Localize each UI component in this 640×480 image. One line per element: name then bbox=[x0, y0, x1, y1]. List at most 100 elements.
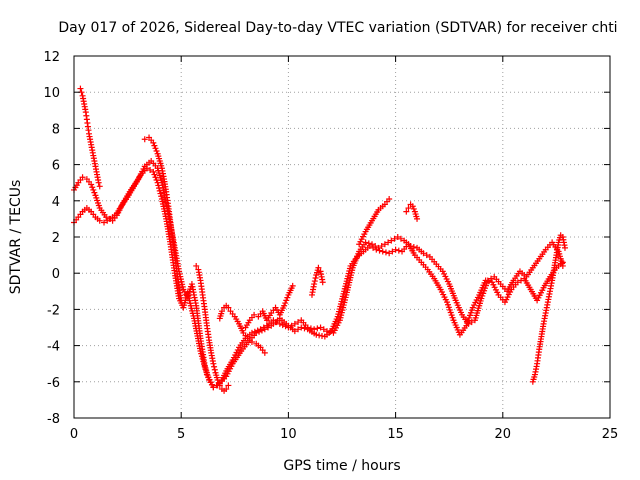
data-point bbox=[141, 136, 148, 143]
data-point bbox=[203, 368, 210, 375]
series-trace-i bbox=[356, 195, 393, 248]
data-point bbox=[90, 186, 97, 193]
data-point bbox=[561, 244, 568, 251]
data-point bbox=[295, 326, 302, 333]
data-point bbox=[214, 376, 221, 383]
data-point bbox=[314, 325, 321, 332]
series-trace-b bbox=[71, 165, 566, 391]
data-point bbox=[365, 240, 372, 247]
data-point bbox=[409, 203, 416, 210]
data-point bbox=[88, 181, 95, 188]
x-tick-label: 25 bbox=[602, 427, 619, 442]
series-trace-f bbox=[216, 302, 268, 356]
data-point bbox=[193, 262, 200, 269]
data-point bbox=[282, 300, 289, 307]
data-point bbox=[150, 168, 157, 175]
data-point bbox=[385, 239, 392, 246]
data-point bbox=[101, 219, 108, 226]
series-trace-h bbox=[308, 264, 326, 298]
data-point bbox=[223, 386, 230, 393]
data-point bbox=[381, 241, 388, 248]
series-trace-c bbox=[77, 85, 103, 190]
data-point bbox=[265, 324, 272, 331]
data-point bbox=[258, 327, 265, 334]
data-point bbox=[281, 302, 288, 309]
data-point bbox=[95, 179, 102, 186]
data-point bbox=[103, 214, 110, 221]
data-point bbox=[311, 281, 318, 288]
data-point bbox=[482, 277, 489, 284]
data-point bbox=[315, 264, 322, 271]
data-point bbox=[251, 311, 258, 318]
data-point bbox=[327, 329, 334, 336]
y-tick-label: -6 bbox=[47, 376, 60, 391]
data-point bbox=[559, 259, 566, 266]
data-point bbox=[313, 331, 320, 338]
x-tick-label: 20 bbox=[495, 427, 512, 442]
data-point bbox=[373, 246, 380, 253]
data-point bbox=[312, 275, 319, 282]
data-point bbox=[301, 325, 308, 332]
data-point bbox=[199, 355, 206, 362]
data-point bbox=[211, 366, 218, 373]
y-tick-label: 12 bbox=[43, 50, 60, 65]
y-tick-label: 4 bbox=[52, 195, 60, 210]
series-trace-d bbox=[141, 134, 185, 304]
data-point bbox=[155, 182, 162, 189]
data-point bbox=[318, 332, 325, 339]
data-point bbox=[386, 195, 393, 202]
data-point bbox=[295, 319, 302, 326]
data-point bbox=[210, 384, 217, 391]
data-point bbox=[414, 215, 421, 222]
y-tick-label: 2 bbox=[52, 231, 60, 246]
data-point bbox=[298, 324, 305, 331]
data-point bbox=[225, 382, 232, 389]
x-tick-label: 15 bbox=[387, 427, 404, 442]
data-point bbox=[152, 174, 159, 181]
data-point bbox=[152, 145, 159, 152]
data-point bbox=[392, 246, 399, 253]
data-point bbox=[198, 350, 205, 357]
data-point bbox=[514, 279, 521, 286]
data-point bbox=[403, 208, 410, 215]
data-point bbox=[289, 282, 296, 289]
data-point bbox=[378, 243, 385, 250]
grid bbox=[74, 56, 610, 418]
series-trace-k bbox=[529, 232, 568, 385]
data-point bbox=[225, 304, 232, 311]
data-point bbox=[283, 297, 290, 304]
data-point bbox=[376, 247, 383, 254]
data-point bbox=[388, 237, 395, 244]
data-point bbox=[153, 176, 160, 183]
data-point bbox=[316, 332, 323, 339]
data-point bbox=[366, 243, 373, 250]
y-tick-label: -4 bbox=[47, 340, 60, 355]
data-point bbox=[391, 235, 398, 242]
x-tick-label: 5 bbox=[177, 427, 185, 442]
data-point bbox=[215, 379, 222, 386]
data-point bbox=[104, 217, 111, 224]
data-point bbox=[156, 185, 163, 192]
y-tick-label: 6 bbox=[52, 159, 60, 174]
data-point bbox=[150, 139, 157, 146]
data-point bbox=[77, 85, 84, 92]
x-tick-label: 0 bbox=[70, 427, 78, 442]
data-point bbox=[151, 142, 158, 149]
data-point bbox=[202, 366, 209, 373]
data-point bbox=[198, 353, 205, 360]
data-point bbox=[248, 338, 255, 345]
series-trace-e bbox=[193, 262, 232, 394]
data-point bbox=[320, 326, 327, 333]
data-point bbox=[261, 349, 268, 356]
series-trace-g bbox=[242, 282, 296, 331]
data-point bbox=[362, 239, 369, 246]
data-point bbox=[410, 205, 417, 212]
data-point bbox=[423, 252, 430, 259]
data-point bbox=[485, 278, 492, 285]
x-tick-label: 10 bbox=[280, 427, 297, 442]
data-point bbox=[178, 297, 185, 304]
data-point bbox=[154, 179, 161, 186]
chart-title: Day 017 of 2026, Sidereal Day-to-day VTE… bbox=[58, 20, 617, 36]
data-point bbox=[397, 235, 404, 242]
data-point bbox=[382, 249, 389, 256]
